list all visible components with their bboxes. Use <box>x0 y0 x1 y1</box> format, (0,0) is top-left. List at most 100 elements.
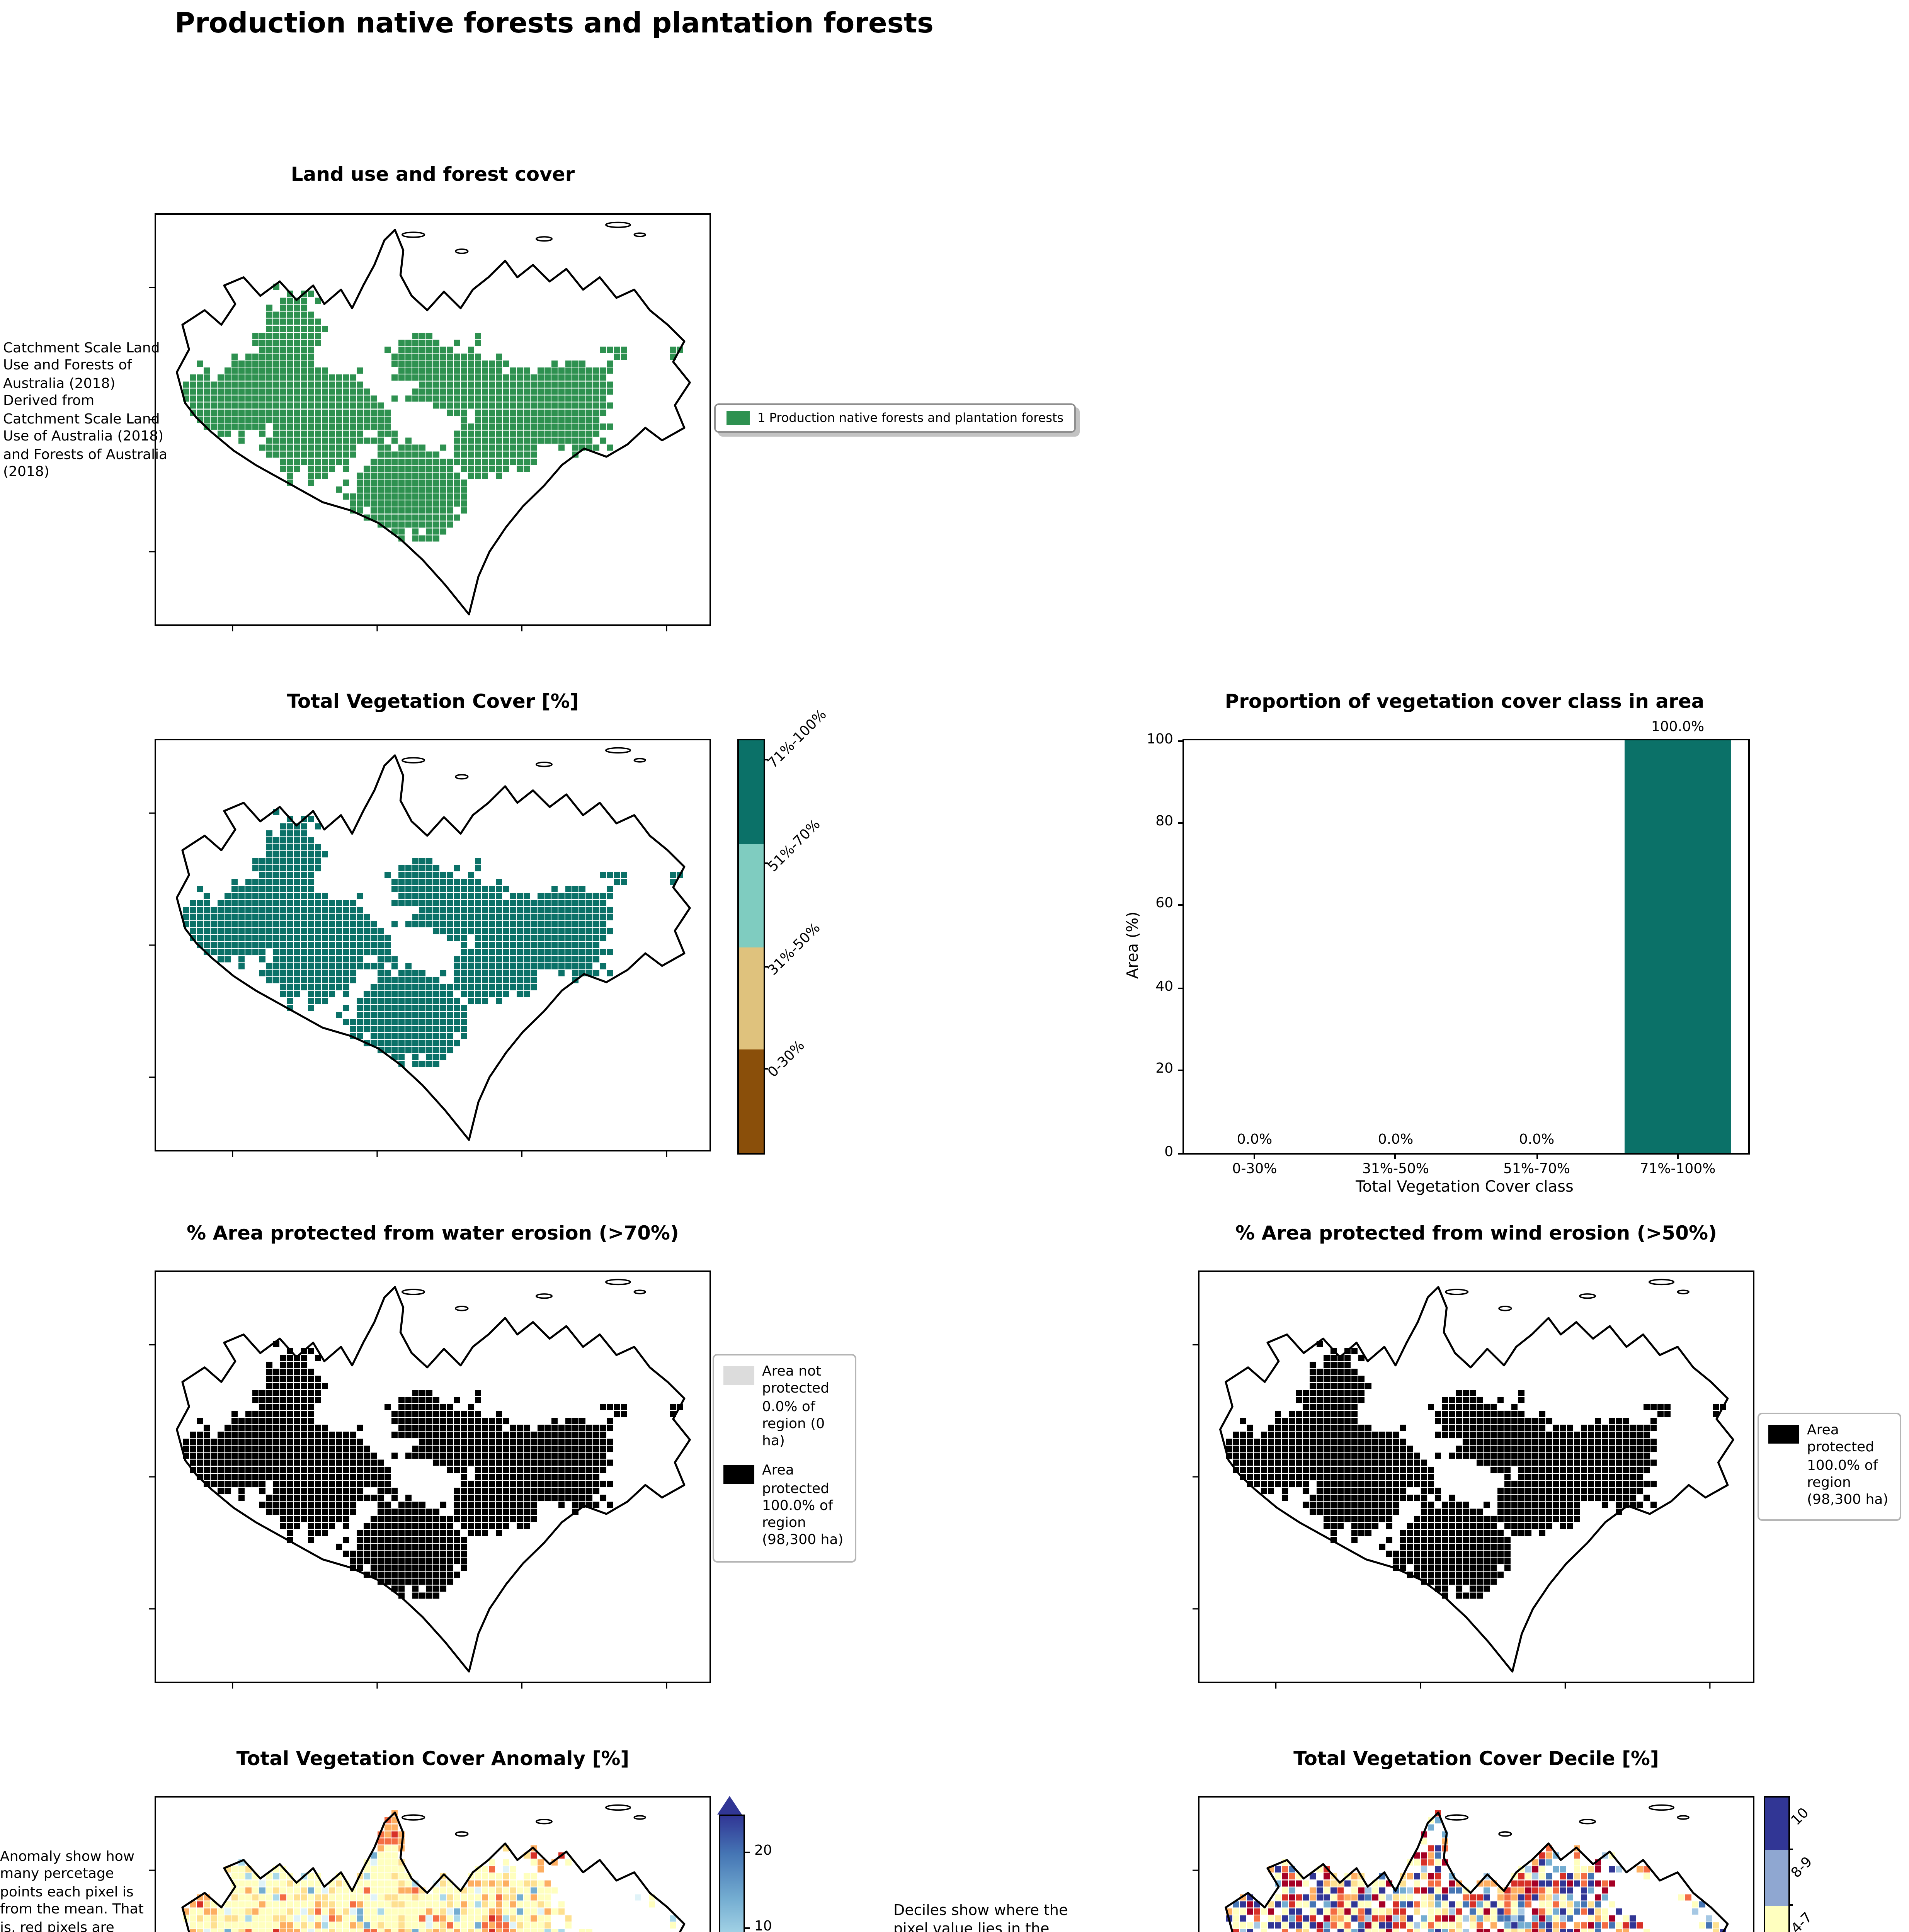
map-pixels <box>183 1341 683 1599</box>
legend-swatch <box>723 1366 754 1385</box>
page-title: Production native forests and plantation… <box>175 8 934 40</box>
map-pixels <box>1226 1845 1727 1932</box>
colorbar-tick <box>744 1852 749 1853</box>
colorbar-tick <box>763 759 768 760</box>
map-pixels <box>1226 1341 1727 1599</box>
decile-colorbar <box>1764 1796 1790 1932</box>
anomaly-colorbar <box>719 1815 745 1932</box>
colorbar-label: 31%-50% <box>766 920 824 979</box>
water-erosion-legend: Area not protected 0.0% of region (0 ha)… <box>713 1354 856 1562</box>
colorbar-segment <box>1765 1850 1788 1906</box>
map-pixels <box>197 1845 572 1932</box>
decile-title: Total Vegetation Cover Decile [%] <box>1293 1747 1659 1770</box>
bar-value-label: 100.0% <box>1651 720 1705 736</box>
y-tick <box>1177 987 1183 989</box>
colorbar-label: 51%-70% <box>766 817 824 876</box>
legend-item: Area not protected 0.0% of region (0 ha) <box>723 1365 846 1452</box>
y-tick <box>1177 1070 1183 1071</box>
bar-value-label: 0.0% <box>1378 1133 1414 1148</box>
y-tick-label: 20 <box>1155 1062 1173 1078</box>
colorbar-segment <box>739 740 764 844</box>
y-tick-label: 80 <box>1155 814 1173 830</box>
colorbar-tick <box>763 862 768 864</box>
bar-value-label: 0.0% <box>1519 1133 1555 1148</box>
map-pixels <box>183 1845 676 1932</box>
water-erosion-title: % Area protected from water erosion (>70… <box>187 1221 679 1244</box>
legend-swatch <box>723 1466 754 1484</box>
colorbar-segment <box>1765 1906 1788 1932</box>
colorbar-tick <box>744 1927 749 1929</box>
region-outline <box>176 229 691 616</box>
legend-item: Area protected 100.0% of region (98,300 … <box>1768 1423 1890 1510</box>
tvc-title: Total Vegetation Cover [%] <box>287 689 579 713</box>
land-use-title: Land use and forest cover <box>291 162 575 185</box>
colorbar-tick <box>763 965 768 967</box>
water-erosion-map-svg <box>149 1270 711 1689</box>
colorbar-tick <box>763 1068 768 1070</box>
land-use-note: Catchment Scale Land Use and Forests of … <box>3 342 168 481</box>
legend-swatch <box>727 411 750 425</box>
map-pixels <box>183 284 683 542</box>
legend-label: Area protected 100.0% of region (98,300 … <box>1807 1423 1889 1509</box>
colorbar-segment <box>739 1050 764 1153</box>
anomaly-map-svg <box>149 1796 711 1932</box>
legend-item: Area protected 100.0% of region (98,300 … <box>723 1464 846 1551</box>
land-use-legend: 1 Production native forests and plantati… <box>714 403 1076 433</box>
map-pixels <box>225 1852 537 1932</box>
x-tick-label: 71%-100% <box>1640 1162 1716 1178</box>
y-tick <box>1177 822 1183 824</box>
wind-erosion-legend: Area protected 100.0% of region (98,300 … <box>1758 1413 1901 1521</box>
x-tick <box>1536 1153 1538 1159</box>
colorbar-label: 0-30% <box>766 1038 809 1082</box>
x-tick-label: 31%-50% <box>1362 1162 1429 1178</box>
legend-label: Area not protected 0.0% of region (0 ha) <box>762 1365 830 1450</box>
region-outline <box>181 1811 686 1932</box>
proportion-chart-title: Proportion of vegetation cover class in … <box>1225 689 1705 713</box>
wind-erosion-title: % Area protected from wind erosion (>50%… <box>1235 1221 1717 1244</box>
colorbar-tick-label: 20 <box>754 1843 772 1859</box>
y-tick-label: 60 <box>1155 897 1173 913</box>
x-tick <box>1677 1153 1679 1159</box>
decile-map-svg <box>1193 1796 1754 1932</box>
colorbar-segment <box>739 844 764 947</box>
colorbar-tick <box>1788 1904 1793 1906</box>
region-outline <box>1225 1811 1729 1932</box>
y-tick <box>1177 905 1183 906</box>
colorbar-segment <box>739 947 764 1050</box>
wind-erosion-map-svg <box>1193 1270 1754 1689</box>
land-use-map-svg <box>149 213 711 631</box>
tvc-map-svg <box>149 739 711 1157</box>
anomaly-note: Anomaly show how many percetage points e… <box>0 1850 144 1932</box>
legend-label: 1 Production native forests and plantati… <box>757 411 1064 425</box>
map-pixels <box>238 1859 676 1932</box>
y-tick-label: 100 <box>1147 732 1173 747</box>
colorbar-segment <box>1765 1798 1788 1850</box>
decile-note: Deciles show where the pixel value lies … <box>893 1903 1068 1932</box>
anomaly-map <box>149 1796 711 1932</box>
wind-erosion-map <box>1193 1270 1754 1689</box>
proportion-chart: 0 20 40 60 80 100 0-30% 0.0% 31%-50% 0.0% 51%-70% 0… <box>1147 720 1750 1178</box>
x-tick <box>1395 1153 1397 1159</box>
map-pixels <box>1254 1845 1692 1932</box>
bar-value-label: 0.0% <box>1237 1133 1273 1148</box>
legend-swatch <box>1768 1425 1799 1444</box>
region-outline <box>1219 1286 1734 1673</box>
colorbar-tick-label: 10 <box>754 1919 772 1932</box>
y-tick-label: 40 <box>1155 979 1173 995</box>
anomaly-title: Total Vegetation Cover Anomaly [%] <box>236 1747 630 1770</box>
region-outline <box>176 754 691 1141</box>
y-tick-label: 0 <box>1164 1145 1173 1160</box>
x-tick <box>1254 1153 1256 1159</box>
colorbar-arrow-up <box>717 1796 742 1815</box>
colorbar-label: 8-9 <box>1789 1855 1816 1882</box>
region-outline <box>176 1286 691 1673</box>
x-tick-label: 0-30% <box>1232 1162 1277 1178</box>
y-tick <box>1177 740 1183 741</box>
chart-xlabel: Total Vegetation Cover class <box>1356 1179 1574 1196</box>
water-erosion-map <box>149 1270 711 1689</box>
bar <box>1625 740 1731 1153</box>
tvc-map <box>149 739 711 1157</box>
colorbar-label: 71%-100% <box>766 707 830 772</box>
colorbar-label: 4-7 <box>1789 1910 1816 1932</box>
